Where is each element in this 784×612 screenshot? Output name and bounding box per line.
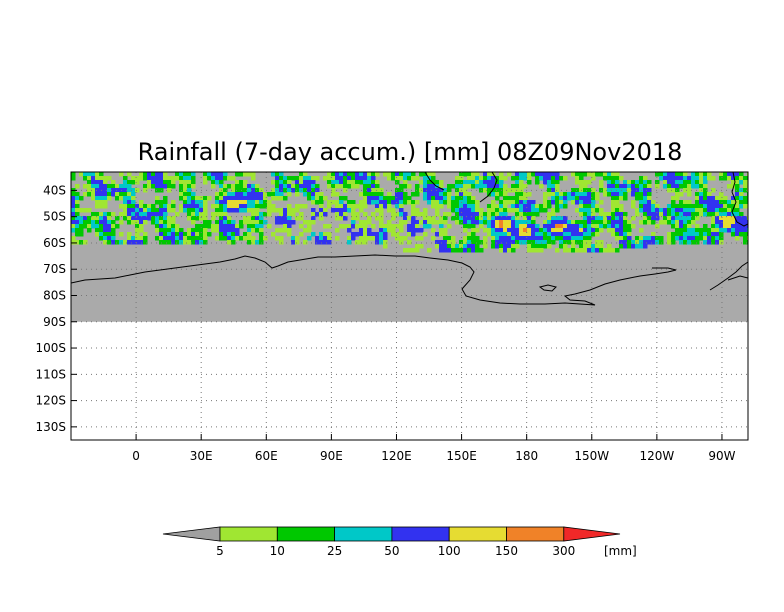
map-title: Rainfall (7-day accum.) [mm] 08Z09Nov201…: [138, 138, 683, 166]
legend-below-arrow: [162, 526, 221, 542]
island-coastline: [538, 284, 557, 292]
legend-label: 5: [216, 544, 224, 558]
lat-tick-label: 70S: [43, 262, 66, 276]
legend-swatch: [334, 526, 393, 542]
lon-tick-label: 30E: [190, 449, 213, 463]
legend-swatch: [276, 526, 335, 542]
map-plot-area: [71, 172, 748, 440]
legend-swatch: [391, 526, 450, 542]
lat-tick-label: 130S: [35, 420, 66, 434]
peninsula-coastline: [709, 261, 748, 291]
lon-tick-label: 90W: [708, 449, 735, 463]
legend-swatch: [448, 526, 507, 542]
lon-tick-label: 60E: [255, 449, 278, 463]
legend-label: 100: [438, 544, 461, 558]
lat-tick-label: 50S: [43, 210, 66, 224]
australia-coastline: [424, 172, 445, 191]
legend-label: 300: [552, 544, 575, 558]
lat-tick-label: 120S: [35, 394, 66, 408]
lon-tick-label: 0: [132, 449, 140, 463]
map-frame: [70, 171, 749, 441]
colorbar-legend: 5 10 25 50 100 150 300 [mm]: [162, 526, 637, 558]
longitude-tick-labels: 0 30E 60E 90E 120E 150E 180 150W 120W 90W: [132, 434, 736, 463]
lon-tick-label: 120E: [381, 449, 412, 463]
lat-tick-label: 90S: [43, 315, 66, 329]
legend-label: 25: [327, 544, 342, 558]
lat-tick-label: 40S: [43, 183, 66, 197]
lat-tick-label: 80S: [43, 288, 66, 302]
new-zealand-coastline: [479, 172, 498, 203]
legend-swatch: [219, 526, 278, 542]
coastlines: [71, 172, 748, 306]
legend-unit: [mm]: [604, 544, 637, 558]
lat-tick-label: 100S: [35, 341, 66, 355]
lat-tick-label: 60S: [43, 236, 66, 250]
legend-swatch: [506, 526, 565, 542]
lon-tick-label: 90E: [320, 449, 343, 463]
legend-label: 10: [270, 544, 285, 558]
south-america-coastline: [731, 172, 748, 227]
legend-label: 50: [384, 544, 399, 558]
lon-tick-label: 120W: [639, 449, 674, 463]
legend-above-arrow: [563, 526, 621, 542]
latitude-tick-labels: 40S 50S 60S 70S 80S 90S 100S 110S 120S 130S: [35, 183, 77, 434]
lon-tick-label: 180: [515, 449, 538, 463]
legend-label: 150: [495, 544, 518, 558]
island-coastline: [727, 275, 748, 281]
lon-tick-label: 150E: [446, 449, 477, 463]
lat-tick-label: 110S: [35, 367, 66, 381]
antarctica-coastline: [71, 254, 677, 306]
lon-tick-label: 150W: [574, 449, 609, 463]
rainfall-field: [71, 172, 748, 253]
